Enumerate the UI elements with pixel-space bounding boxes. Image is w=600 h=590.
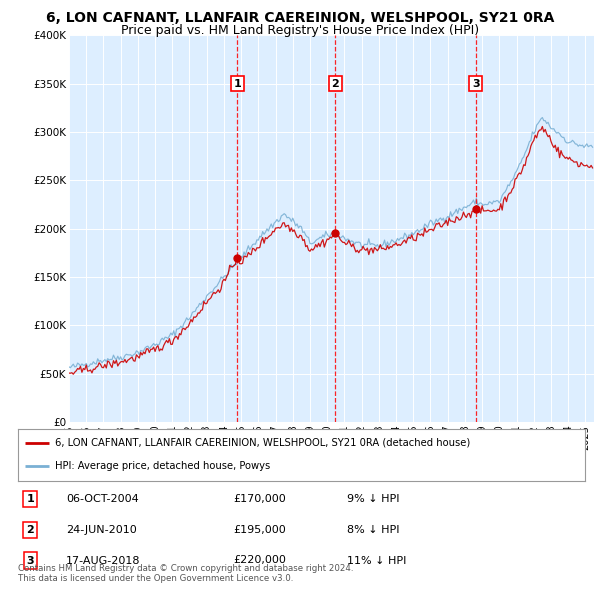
Text: 1: 1 xyxy=(26,494,34,504)
Text: Contains HM Land Registry data © Crown copyright and database right 2024.
This d: Contains HM Land Registry data © Crown c… xyxy=(18,563,353,583)
Text: HPI: Average price, detached house, Powys: HPI: Average price, detached house, Powy… xyxy=(55,461,270,471)
Text: £220,000: £220,000 xyxy=(233,556,286,565)
Text: £170,000: £170,000 xyxy=(233,494,286,504)
Text: 06-OCT-2004: 06-OCT-2004 xyxy=(66,494,139,504)
Text: 3: 3 xyxy=(472,78,479,88)
Text: 2: 2 xyxy=(26,525,34,535)
Text: £195,000: £195,000 xyxy=(233,525,286,535)
Text: 3: 3 xyxy=(26,556,34,565)
Text: 1: 1 xyxy=(233,78,241,88)
Text: 6, LON CAFNANT, LLANFAIR CAEREINION, WELSHPOOL, SY21 0RA: 6, LON CAFNANT, LLANFAIR CAEREINION, WEL… xyxy=(46,11,554,25)
Text: 6, LON CAFNANT, LLANFAIR CAEREINION, WELSHPOOL, SY21 0RA (detached house): 6, LON CAFNANT, LLANFAIR CAEREINION, WEL… xyxy=(55,438,470,448)
Text: Price paid vs. HM Land Registry's House Price Index (HPI): Price paid vs. HM Land Registry's House … xyxy=(121,24,479,37)
Text: 11% ↓ HPI: 11% ↓ HPI xyxy=(347,556,406,565)
Text: 24-JUN-2010: 24-JUN-2010 xyxy=(66,525,137,535)
Text: 17-AUG-2018: 17-AUG-2018 xyxy=(66,556,140,565)
Text: 8% ↓ HPI: 8% ↓ HPI xyxy=(347,525,400,535)
Text: 9% ↓ HPI: 9% ↓ HPI xyxy=(347,494,400,504)
Text: 2: 2 xyxy=(332,78,340,88)
